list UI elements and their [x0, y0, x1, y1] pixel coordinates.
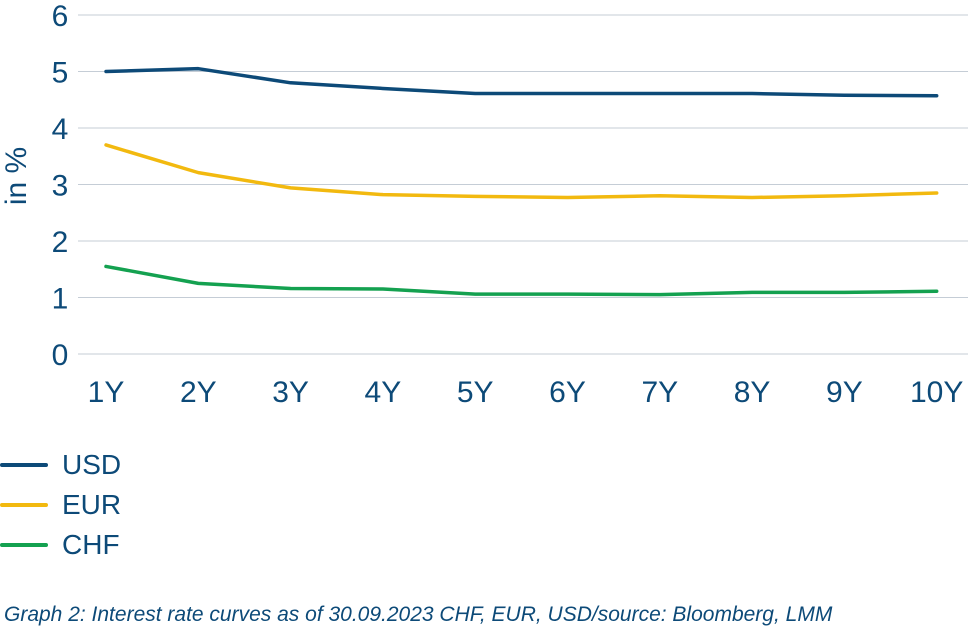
series-line-eur [104, 143, 939, 200]
legend-swatch-eur [0, 503, 48, 507]
y-tick-label: 0 [52, 339, 69, 372]
legend-swatch-chf [0, 543, 48, 547]
legend-label: CHF [62, 529, 120, 560]
series-line-chf [104, 264, 939, 297]
x-tick-label: 9Y [826, 376, 863, 409]
series-lines [104, 66, 939, 297]
x-tick-label: 8Y [734, 376, 771, 409]
y-axis-label: in % [0, 147, 33, 205]
y-tick-label: 4 [52, 113, 69, 146]
y-tick-label: 2 [52, 226, 69, 259]
x-tick-label: 2Y [180, 376, 217, 409]
legend-item-usd: USD [0, 445, 121, 485]
x-tick-label: 5Y [457, 376, 494, 409]
y-tick-label: 5 [52, 57, 69, 90]
legend: USD EUR CHF [0, 445, 121, 565]
legend-item-chf: CHF [0, 525, 121, 565]
legend-label: USD [62, 449, 122, 480]
gridlines [78, 14, 968, 355]
legend-swatch-usd [0, 463, 48, 467]
x-tick-label: 3Y [272, 376, 309, 409]
x-tick-label: 7Y [641, 376, 678, 409]
chart-caption: Graph 2: Interest rate curves as of 30.0… [4, 603, 833, 626]
x-tick-label: 4Y [365, 376, 402, 409]
y-tick-label: 3 [52, 170, 69, 203]
y-tick-label: 6 [52, 0, 69, 33]
series-line-usd [104, 66, 939, 98]
legend-item-eur: EUR [0, 485, 121, 525]
x-tick-label: 10Y [910, 376, 963, 409]
x-tick-label: 1Y [88, 376, 125, 409]
y-tick-label: 1 [52, 283, 69, 316]
x-tick-labels: 1Y 2Y 3Y 4Y 5Y 6Y 7Y 8Y 9Y 10Y [88, 376, 964, 409]
x-tick-label: 6Y [549, 376, 586, 409]
line-chart: 0 1 2 3 4 5 6 1Y 2Y 3Y 4Y 5Y 6Y 7Y 8Y 9Y 10Y in % [0, 0, 968, 409]
legend-label: EUR [62, 489, 122, 520]
y-tick-labels: 0 1 2 3 4 5 6 [52, 0, 69, 372]
